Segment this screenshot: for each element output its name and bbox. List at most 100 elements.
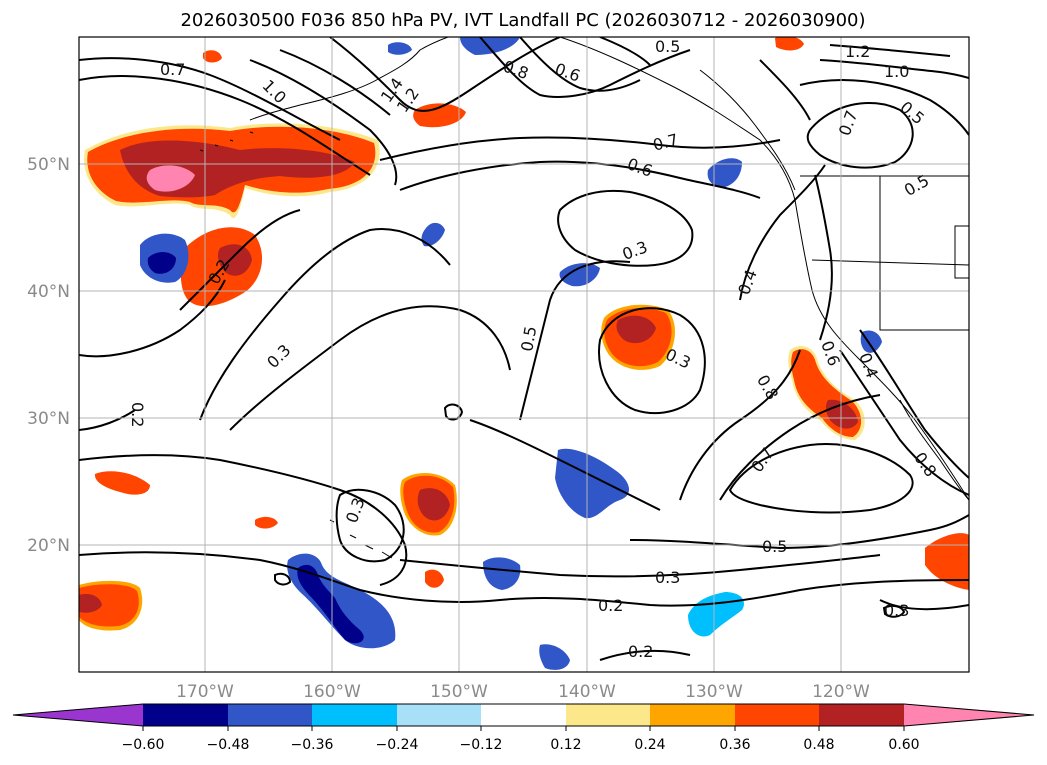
colorbar-segment bbox=[228, 704, 312, 726]
colorbar-tick-label: −0.12 bbox=[460, 737, 503, 753]
lon-label: 120°W bbox=[812, 682, 870, 702]
pv-blob-central-red bbox=[616, 315, 656, 344]
latitude-labels: 20°N 30°N 40°N 50°N bbox=[27, 155, 70, 556]
lon-label: 150°W bbox=[430, 682, 488, 702]
contour-0-3-eastlobe bbox=[557, 189, 694, 267]
state-border-1 bbox=[811, 259, 969, 266]
contour-0-4-westmid bbox=[199, 228, 451, 421]
contour-small-loop-2 bbox=[274, 572, 292, 586]
contour-0-3-southwest bbox=[79, 454, 408, 586]
contour-0-3-hawaii bbox=[335, 488, 405, 563]
contour-0-5-central bbox=[519, 260, 631, 421]
colorbar-segment bbox=[819, 704, 904, 726]
contour-0-2-south bbox=[79, 551, 969, 607]
coastlines bbox=[199, 37, 969, 559]
contour-1-0-east bbox=[819, 59, 969, 79]
colorbar-tick-label: 0.24 bbox=[634, 737, 665, 753]
lat-label: 20°N bbox=[27, 536, 70, 556]
map-panel: 0.5 0.8 0.6 1.2 1.0 0.7 0.5 0.7 0.6 0.3 … bbox=[79, 37, 969, 672]
colorbar-tick-label: −0.48 bbox=[207, 737, 250, 753]
contour-label: 0.3 bbox=[655, 568, 680, 587]
contour-0-2-farwest bbox=[79, 279, 226, 358]
alaska-peninsula bbox=[249, 104, 301, 121]
contour-0-5-se-loop bbox=[728, 443, 914, 514]
pv-neg-north-edge bbox=[460, 37, 520, 55]
figure-title: 2026030500 F036 850 hPa PV, IVT Landfall… bbox=[180, 10, 865, 31]
contour-1-0-north bbox=[79, 75, 371, 176]
colorbar-tick-label: −0.24 bbox=[376, 737, 419, 753]
gridlines bbox=[79, 37, 969, 672]
contour-0-7-southeast bbox=[679, 349, 801, 501]
contour-0-4-east bbox=[739, 164, 826, 301]
contour-0-7-north bbox=[79, 57, 341, 141]
pv-neg-west-dark bbox=[147, 252, 176, 274]
contour-0-2-westvertical bbox=[79, 409, 136, 431]
pv-neg-north-small bbox=[421, 222, 445, 247]
lat-label: 50°N bbox=[27, 155, 70, 175]
colorbar-ticks bbox=[142, 726, 905, 731]
contour-1-4-north bbox=[279, 49, 391, 116]
contour-0-6 bbox=[519, 37, 641, 92]
contour-0-5-north bbox=[599, 37, 651, 66]
aleutian-islands bbox=[199, 131, 254, 152]
contour-0-4-coast bbox=[859, 329, 969, 479]
contour-0-3-central-lower bbox=[469, 419, 661, 511]
pv-neg-south-center bbox=[483, 557, 521, 590]
pv-neg-south-bottom bbox=[539, 644, 570, 670]
alaska-coastline bbox=[299, 37, 449, 106]
colorbar-tick-label: −0.60 bbox=[122, 737, 165, 753]
pv-neg-central-north bbox=[559, 263, 600, 287]
lon-label: 140°W bbox=[558, 682, 616, 702]
pv-neg-south-big-dark bbox=[297, 564, 364, 644]
contour-label: 1.2 bbox=[845, 42, 870, 61]
pv-blob-hawaii-north-red bbox=[417, 488, 450, 521]
contour-label: 0.5 bbox=[655, 37, 680, 56]
contour-0-3-southeast bbox=[879, 599, 969, 611]
contour-small-loop-3 bbox=[882, 604, 906, 618]
colorbar-tick-label: 0.60 bbox=[888, 737, 919, 753]
contour-label: 0.3 bbox=[884, 601, 909, 620]
colorbar-segment bbox=[481, 704, 566, 726]
contour-0-2-bottom bbox=[599, 649, 691, 661]
contour-label: 0.5 bbox=[517, 325, 540, 353]
contour-0-6-coast bbox=[839, 349, 969, 496]
pv-neg-northwest-edge bbox=[388, 42, 412, 55]
contour-1-2-north bbox=[249, 59, 398, 186]
colorbar-extend-high bbox=[904, 704, 1034, 726]
negative-pv-anomalies bbox=[140, 37, 882, 670]
contour-1-2-east bbox=[829, 44, 951, 57]
lat-label: 30°N bbox=[27, 409, 70, 429]
pv-blob-west-central-red bbox=[217, 244, 252, 276]
contour-label: 0.2 bbox=[598, 596, 623, 615]
contour-0-3-centralloop bbox=[598, 307, 706, 415]
colorbar-tick-label: 0.48 bbox=[803, 737, 834, 753]
contour-label: 1.0 bbox=[884, 62, 909, 81]
lon-label: 170°W bbox=[176, 682, 234, 702]
longitude-labels: 170°W 160°W 150°W 140°W 130°W 120°W bbox=[176, 682, 870, 702]
contour-0-5-south bbox=[629, 514, 969, 550]
pv-blob-south-small bbox=[425, 569, 444, 588]
lon-label: 130°W bbox=[685, 682, 743, 702]
contour-0-8 bbox=[479, 37, 691, 98]
colorbar-segment bbox=[312, 704, 397, 726]
pv-blob-southwest-small bbox=[94, 471, 150, 495]
pv-neg-south-east bbox=[688, 592, 745, 637]
pv-blob-west-edge-red bbox=[79, 594, 102, 613]
pv-blob-gulf-of-alaska-pink bbox=[146, 165, 195, 192]
colorbar-segment bbox=[143, 704, 228, 726]
pv-neg-northeast bbox=[707, 158, 742, 188]
lat-label: 40°N bbox=[27, 282, 70, 302]
colorbar-segment bbox=[397, 704, 481, 726]
contour-upper-ridge bbox=[329, 37, 561, 112]
contour-0-8-east bbox=[759, 59, 811, 121]
contour-0-4-westloop bbox=[229, 305, 511, 431]
contour-label: 0.7 bbox=[160, 60, 185, 79]
contour-label: 0.5 bbox=[762, 537, 787, 556]
contour-0-3-south bbox=[399, 554, 881, 578]
contour-0-8-southeast bbox=[719, 394, 881, 501]
north-america-coastline bbox=[559, 37, 969, 501]
baja-coastline bbox=[899, 399, 969, 501]
pv-blob-northwest-small bbox=[203, 50, 222, 63]
pv-neg-coast bbox=[860, 330, 882, 353]
pv-blob-southeast-corner bbox=[925, 533, 969, 590]
